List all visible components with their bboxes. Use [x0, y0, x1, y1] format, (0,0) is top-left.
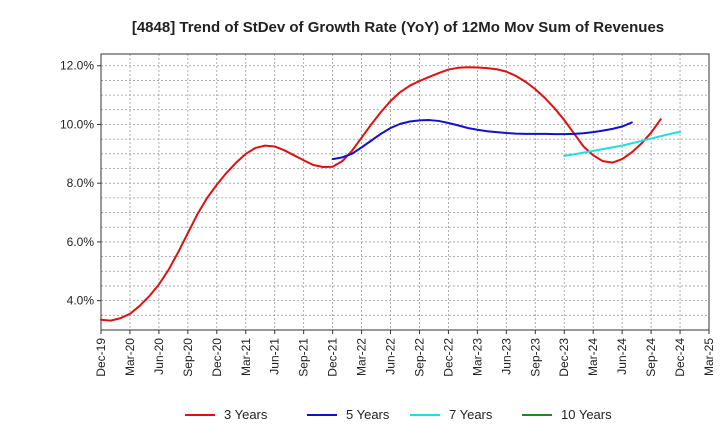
x-tick-label: Mar-22 — [355, 338, 369, 376]
x-tick-label: Jun-24 — [615, 338, 629, 375]
x-tick-label: Mar-23 — [470, 338, 484, 376]
x-tick-label: Jun-23 — [499, 338, 513, 375]
y-tick-label: 6.0% — [67, 235, 95, 249]
plot-area — [100, 53, 710, 331]
legend-label: 10 Years — [561, 407, 612, 422]
x-tick-label: Dec-20 — [210, 338, 224, 377]
x-tick-label: Mar-20 — [123, 338, 137, 376]
x-tick-label: Sep-24 — [644, 338, 658, 377]
x-tick-label: Dec-19 — [94, 338, 108, 377]
grid — [100, 54, 710, 331]
x-tick-label: Jun-21 — [268, 338, 282, 375]
x-tick-label: Sep-23 — [528, 338, 542, 377]
x-tick-label: Mar-21 — [239, 338, 253, 376]
x-tick-label: Sep-21 — [297, 338, 311, 377]
x-tick-label: Dec-23 — [557, 338, 571, 377]
series-line-7-years — [563, 130, 682, 157]
legend-label: 5 Years — [346, 407, 390, 422]
series-line-3-years — [100, 66, 662, 322]
x-tick-label: Dec-24 — [673, 338, 687, 377]
x-tick-label: Mar-25 — [702, 338, 716, 376]
x-tick-label: Sep-22 — [412, 338, 426, 377]
series-line-5-years — [331, 119, 633, 161]
y-axis: 4.0% 6.0% 8.0% 10.0% 12.0% — [60, 59, 101, 308]
x-tick-label: Jun-22 — [384, 338, 398, 375]
x-tick-label: Sep-20 — [181, 338, 195, 377]
y-tick-label: 12.0% — [60, 59, 94, 73]
y-tick-label: 4.0% — [67, 294, 95, 308]
legend-label: 3 Years — [224, 407, 268, 422]
x-tick-label: Dec-21 — [326, 338, 340, 377]
series-lines — [100, 66, 682, 322]
x-tick-label: Dec-22 — [441, 338, 455, 377]
legend: 3 Years 5 Years 7 Years 10 Years — [185, 407, 612, 422]
x-axis: Dec-19 Mar-20 Jun-20 Sep-20 Dec-20 Mar-21 Jun-… — [94, 330, 716, 377]
y-tick-label: 8.0% — [67, 176, 95, 190]
x-tick-label: Mar-24 — [586, 338, 600, 376]
legend-label: 7 Years — [449, 407, 493, 422]
chart-title: [4848] Trend of StDev of Growth Rate (Yo… — [132, 19, 664, 36]
y-tick-label: 10.0% — [60, 117, 94, 131]
x-tick-label: Jun-20 — [152, 338, 166, 375]
